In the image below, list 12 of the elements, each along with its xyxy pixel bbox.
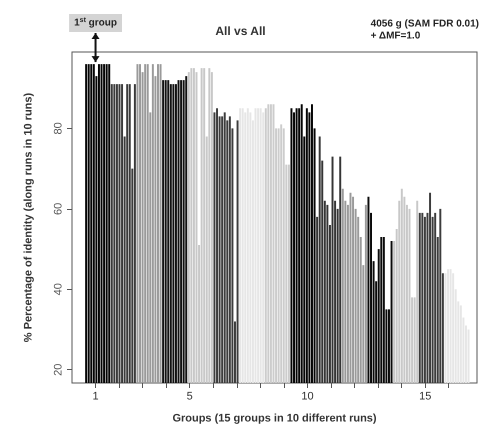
y-tick-label: 20 — [52, 364, 64, 376]
y-tick-label: 40 — [52, 283, 64, 296]
y-axis-title: % Percentage of identity (along runs in 10 runs) — [22, 92, 34, 342]
y-tick-label: 80 — [52, 122, 64, 135]
y-tick-label: 60 — [52, 202, 64, 215]
x-tick-label: 15 — [419, 390, 432, 402]
text: 4056 g (SAM FDR 0.01) + ΔMF=1.0 — [370, 18, 480, 42]
x-axis-title: Groups (15 groups in 10 different runs) — [172, 412, 377, 424]
x-tick-label: 10 — [301, 390, 314, 402]
x-tick-label: 1 — [92, 390, 99, 402]
x-tick-label: 5 — [186, 390, 193, 402]
chart-title: All vs All — [215, 24, 266, 38]
